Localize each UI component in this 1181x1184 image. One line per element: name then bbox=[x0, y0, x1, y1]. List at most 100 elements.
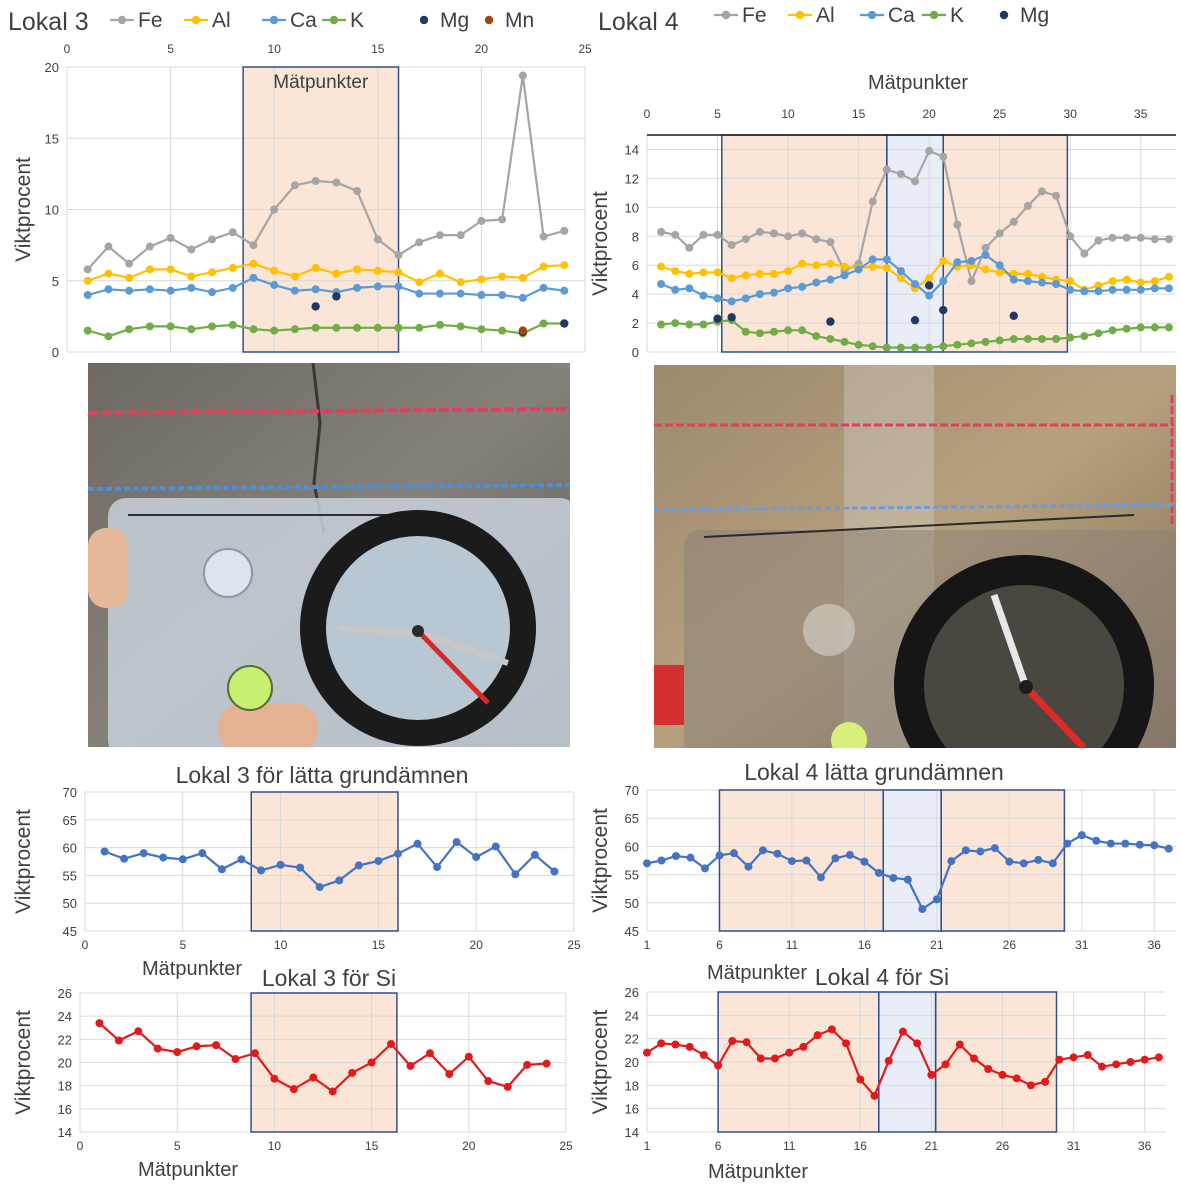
x-tick-label: 10 bbox=[268, 1139, 282, 1153]
series-Ca: Ca bbox=[657, 4, 1173, 306]
lokal3-si-chart: 14 16 18 20 22 24 26 0 5 10 15 20 25 Viktprocent Mätpu… bbox=[12, 965, 573, 1181]
data-point bbox=[685, 1042, 694, 1051]
data-point bbox=[511, 870, 520, 879]
data-point bbox=[769, 288, 778, 297]
x-tick-label: 10 bbox=[781, 107, 795, 121]
data-point bbox=[868, 197, 877, 206]
data-point bbox=[270, 1074, 279, 1083]
data-point bbox=[491, 842, 500, 851]
legend-swatch-marker bbox=[999, 10, 1009, 20]
data-point bbox=[328, 1087, 337, 1096]
data-point bbox=[435, 269, 444, 278]
series-values bbox=[643, 1025, 1163, 1100]
x-tick-label: 0 bbox=[64, 42, 71, 56]
blue-marker-line bbox=[88, 483, 570, 491]
data-point bbox=[452, 838, 461, 847]
y-tick-label: 16 bbox=[625, 1102, 639, 1117]
data-point bbox=[228, 283, 237, 292]
data-point bbox=[889, 873, 898, 882]
data-point bbox=[208, 288, 217, 297]
data-point bbox=[870, 1091, 879, 1100]
data-point bbox=[217, 865, 226, 874]
y-axis-label: Viktprocent bbox=[12, 1010, 35, 1115]
legend-label: Fe bbox=[138, 9, 163, 32]
finger-top bbox=[88, 528, 128, 608]
x-tick-label: 31 bbox=[1075, 938, 1089, 952]
data-point bbox=[671, 1040, 680, 1049]
data-point bbox=[860, 857, 869, 866]
data-point bbox=[967, 339, 976, 348]
data-point bbox=[1108, 285, 1117, 294]
x-tick-label: 26 bbox=[996, 1139, 1010, 1153]
data-point bbox=[373, 282, 382, 291]
series-Fe: Fe bbox=[83, 9, 569, 274]
x-tick-label: 15 bbox=[372, 938, 386, 952]
y-tick-label: 22 bbox=[625, 1032, 639, 1047]
data-point bbox=[896, 343, 905, 352]
y-tick-label: 20 bbox=[58, 1056, 72, 1071]
data-point bbox=[854, 265, 863, 274]
series-values bbox=[643, 831, 1173, 914]
compass-pivot bbox=[1019, 680, 1033, 694]
data-point bbox=[560, 319, 569, 328]
data-point bbox=[685, 243, 694, 252]
lokal4-rock-compass-photo bbox=[654, 365, 1176, 748]
data-point bbox=[699, 230, 708, 239]
data-point bbox=[840, 337, 849, 346]
data-point bbox=[1164, 844, 1173, 853]
data-point bbox=[353, 283, 362, 292]
data-point bbox=[477, 216, 486, 225]
data-point bbox=[332, 323, 341, 332]
data-point bbox=[104, 285, 113, 294]
chart-title: Lokal 3 bbox=[8, 8, 89, 36]
data-point bbox=[932, 895, 941, 904]
compass-ruler bbox=[703, 514, 1135, 538]
data-point bbox=[311, 323, 320, 332]
data-point bbox=[332, 178, 341, 187]
data-point bbox=[309, 1073, 318, 1082]
data-point bbox=[353, 323, 362, 332]
data-point bbox=[1136, 323, 1145, 332]
data-point bbox=[784, 266, 793, 275]
pink-marker-line bbox=[654, 395, 1174, 525]
data-point bbox=[311, 285, 320, 294]
data-point bbox=[1150, 277, 1159, 286]
legend-swatch-marker bbox=[867, 10, 877, 20]
legend-label: Ca bbox=[888, 4, 915, 27]
data-point bbox=[159, 853, 168, 862]
data-point bbox=[477, 291, 486, 299]
y-tick-label: 14 bbox=[625, 142, 639, 157]
x-tick-label: 0 bbox=[82, 938, 89, 952]
data-point bbox=[276, 860, 285, 869]
legend-swatch-marker bbox=[269, 15, 279, 25]
data-point bbox=[816, 873, 825, 882]
data-point bbox=[1150, 841, 1159, 850]
pink-marker-line bbox=[88, 407, 570, 415]
data-point bbox=[1037, 187, 1046, 196]
data-point bbox=[1080, 332, 1089, 341]
data-point bbox=[231, 1055, 240, 1064]
x-tick-label: 30 bbox=[1064, 107, 1078, 121]
y-tick-label: 50 bbox=[63, 896, 77, 911]
data-point bbox=[100, 847, 109, 856]
data-point bbox=[518, 293, 527, 302]
compass-capsule bbox=[924, 585, 1124, 748]
x-axis-label: Mätpunkter bbox=[138, 1159, 238, 1181]
data-point bbox=[134, 1027, 143, 1036]
data-point bbox=[1121, 839, 1130, 848]
data-point bbox=[187, 283, 196, 292]
data-point bbox=[1012, 1074, 1021, 1083]
x-axis-label: Mätpunkter bbox=[708, 1161, 808, 1183]
data-point bbox=[981, 243, 990, 252]
x-tick-label: 21 bbox=[930, 938, 944, 952]
data-point bbox=[831, 854, 840, 863]
x-tick-label: 25 bbox=[578, 42, 592, 56]
data-point bbox=[1136, 285, 1145, 294]
data-point bbox=[387, 1039, 396, 1048]
data-point bbox=[348, 1068, 357, 1077]
x-tick-label: 11 bbox=[786, 938, 799, 952]
x-tick-label: 1 bbox=[644, 1139, 651, 1153]
data-point bbox=[939, 152, 948, 161]
data-point bbox=[799, 1042, 808, 1051]
data-point bbox=[727, 297, 736, 306]
